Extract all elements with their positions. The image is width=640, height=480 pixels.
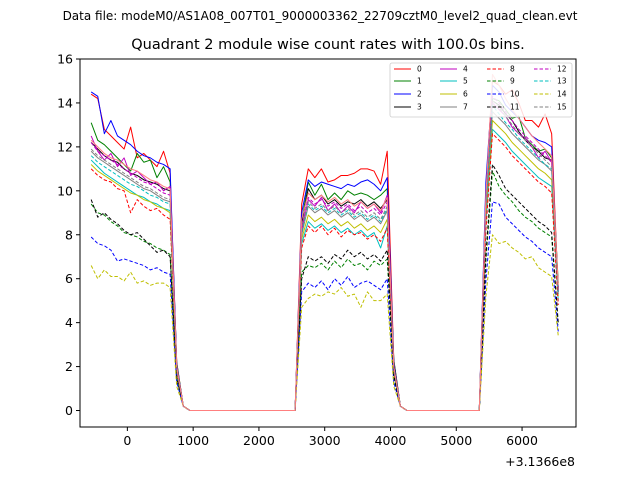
y-tick-label: 12: [57, 139, 73, 154]
legend-label-5: 5: [463, 77, 468, 86]
series-line-13: [90, 104, 559, 412]
legend-label-4: 4: [463, 65, 468, 74]
x-tick-label: 2000: [243, 433, 275, 448]
y-tick-label: 0: [65, 403, 73, 418]
y-axis: 0 2 4 6 8 10 12 14 16: [57, 52, 80, 418]
legend-label-2: 2: [417, 90, 422, 99]
x-tick-label: 3000: [309, 433, 341, 448]
x-tick-label: 1000: [177, 433, 209, 448]
chart-title: Quadrant 2 module wise count rates with …: [131, 37, 525, 53]
legend-box: [389, 62, 573, 118]
x-tick-label: 6000: [506, 433, 538, 448]
suptitle: Data file: modeM0/AS1A08_007T01_90000033…: [63, 9, 578, 23]
y-tick-label: 14: [57, 95, 73, 110]
x-axis: 0 1000 2000 3000 4000 5000 6000: [123, 427, 538, 448]
legend-label-7: 7: [463, 103, 468, 112]
x-offset-label: +3.1366e8: [505, 454, 575, 469]
legend-label-11: 11: [510, 103, 520, 112]
legend-label-1: 1: [417, 77, 422, 86]
legend-label-8: 8: [510, 65, 515, 74]
series-line-14: [90, 234, 559, 412]
series-line-8: [90, 133, 559, 412]
series-line-15: [90, 100, 559, 412]
series-line-10: [90, 201, 559, 412]
legend-label-9: 9: [510, 77, 515, 86]
y-tick-label: 8: [65, 227, 73, 242]
legend-label-15: 15: [557, 103, 567, 112]
x-tick-label: 0: [123, 433, 131, 448]
x-tick-label: 4000: [375, 433, 407, 448]
y-tick-label: 16: [57, 52, 73, 67]
legend-label-10: 10: [510, 90, 520, 99]
legend-label-0: 0: [417, 65, 422, 74]
y-tick-label: 4: [65, 315, 73, 330]
legend-label-14: 14: [557, 90, 567, 99]
plot-area: [90, 73, 559, 412]
series-line-0: [90, 80, 559, 412]
y-tick-label: 6: [65, 271, 73, 286]
legend-label-12: 12: [557, 65, 567, 74]
axes-frame: [79, 58, 577, 428]
y-tick-label: 2: [65, 359, 73, 374]
legend-label-6: 6: [463, 90, 468, 99]
legend-label-3: 3: [417, 103, 422, 112]
x-tick-label: 5000: [440, 433, 472, 448]
y-tick-label: 10: [57, 183, 73, 198]
legend-label-13: 13: [557, 77, 567, 86]
series-line-extra: [90, 73, 559, 412]
